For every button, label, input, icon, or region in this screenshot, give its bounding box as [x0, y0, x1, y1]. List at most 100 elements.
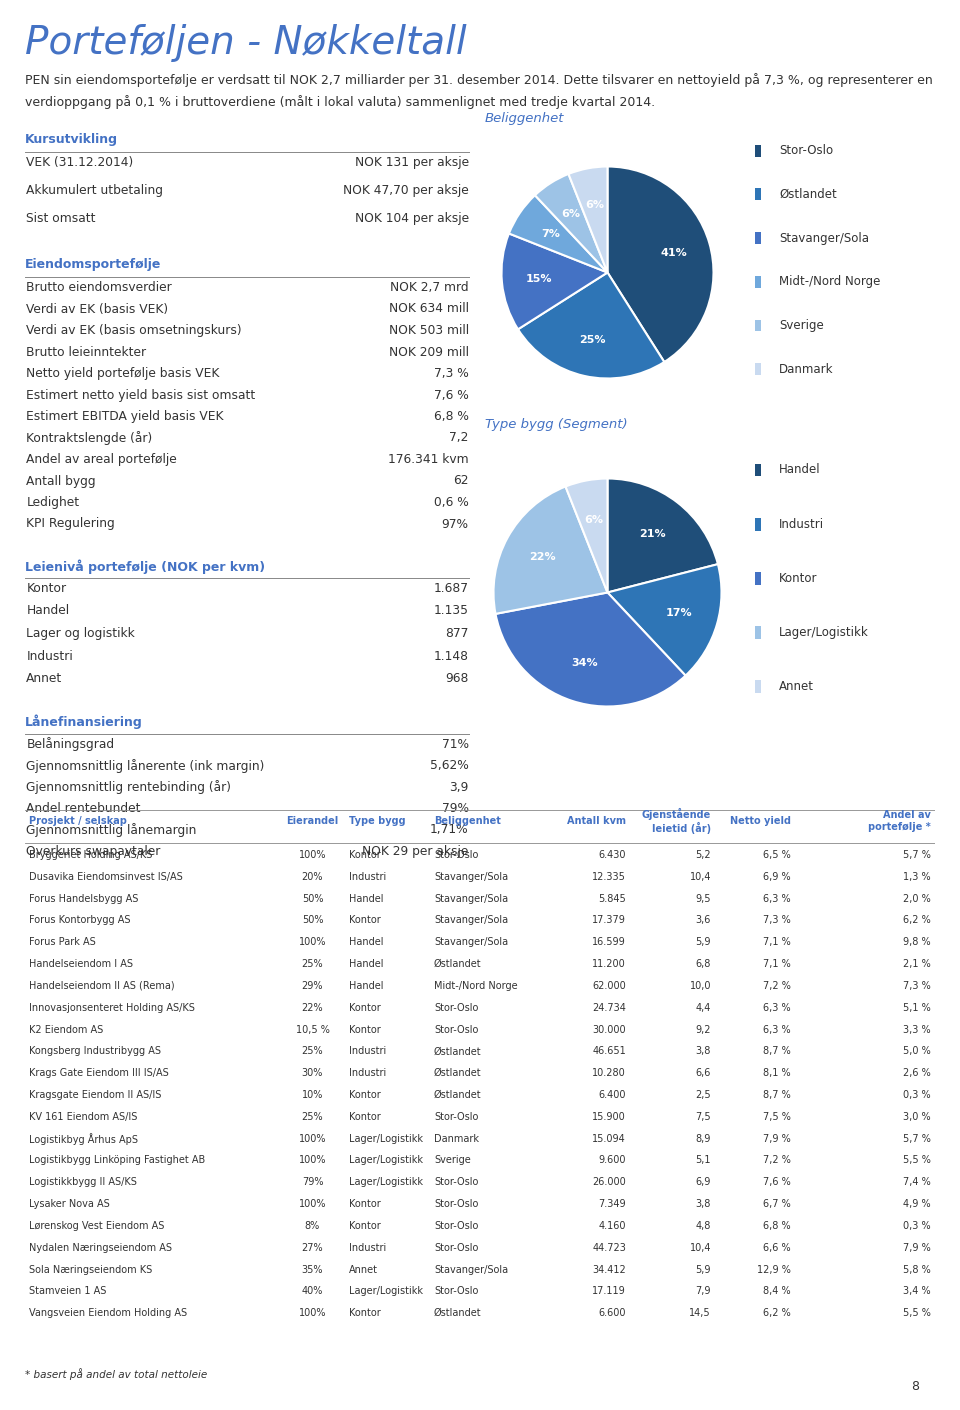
Text: 7,1 %: 7,1 %: [763, 938, 791, 948]
Text: 15.094: 15.094: [592, 1134, 626, 1144]
Text: Overkurs swapavtaler: Overkurs swapavtaler: [26, 845, 160, 859]
Text: 8,9: 8,9: [696, 1134, 711, 1144]
Text: 7.349: 7.349: [598, 1198, 626, 1210]
Text: Stavanger/Sola: Stavanger/Sola: [434, 1265, 508, 1275]
Text: Verdi av EK (basis omsetningskurs): Verdi av EK (basis omsetningskurs): [26, 324, 242, 337]
Text: 5,7 %: 5,7 %: [903, 850, 931, 860]
Text: Forus Park AS: Forus Park AS: [29, 938, 96, 948]
Text: Stor-Oslo: Stor-Oslo: [434, 1003, 478, 1012]
Text: Handelseiendom I AS: Handelseiendom I AS: [29, 959, 133, 969]
Text: 6,8 %: 6,8 %: [763, 1221, 791, 1231]
Text: Leienivå portefølje (NOK per kvm): Leienivå portefølje (NOK per kvm): [25, 558, 265, 574]
Text: Annet: Annet: [780, 680, 814, 694]
Text: 21%: 21%: [639, 529, 666, 539]
Text: 24.734: 24.734: [592, 1003, 626, 1012]
Text: Østlandet: Østlandet: [434, 1069, 482, 1079]
Text: 16.599: 16.599: [592, 938, 626, 948]
Text: 5,2: 5,2: [695, 850, 711, 860]
Text: 7%: 7%: [541, 228, 560, 238]
Text: Lånefinansiering: Lånefinansiering: [25, 715, 143, 729]
Text: 6,9 %: 6,9 %: [763, 871, 791, 881]
Wedge shape: [518, 272, 664, 378]
Text: NOK 29 per aksje: NOK 29 per aksje: [362, 845, 468, 859]
Wedge shape: [608, 478, 718, 592]
Wedge shape: [565, 478, 608, 592]
Text: NOK 47,70 per aksje: NOK 47,70 per aksje: [343, 183, 468, 197]
Text: Kontor: Kontor: [349, 915, 381, 925]
Text: 10,5 %: 10,5 %: [296, 1025, 329, 1035]
Text: Stamveien 1 AS: Stamveien 1 AS: [29, 1286, 107, 1296]
Bar: [755, 145, 761, 157]
Text: Handel: Handel: [349, 981, 383, 991]
Bar: [755, 626, 761, 639]
Text: 7,9: 7,9: [695, 1286, 711, 1296]
Text: 79%: 79%: [442, 802, 468, 815]
Text: 29%: 29%: [301, 981, 324, 991]
Text: Handel: Handel: [26, 605, 69, 618]
Text: Forus Handelsbygg AS: Forus Handelsbygg AS: [29, 894, 138, 904]
Text: Andel av areal portefølje: Andel av areal portefølje: [26, 453, 177, 465]
Text: Logistikbyg Århus ApS: Logistikbyg Århus ApS: [29, 1132, 138, 1145]
Text: Industri: Industri: [349, 1069, 386, 1079]
Text: Gjennomsnittlig rentebinding (år): Gjennomsnittlig rentebinding (år): [26, 781, 231, 794]
Text: 6,8: 6,8: [696, 959, 711, 969]
Text: 6.400: 6.400: [598, 1090, 626, 1100]
Bar: [755, 572, 761, 585]
Text: Beliggenhet: Beliggenhet: [485, 113, 564, 125]
Text: 100%: 100%: [299, 1308, 326, 1318]
Text: KPI Regulering: KPI Regulering: [26, 517, 115, 530]
Text: 6.600: 6.600: [598, 1308, 626, 1318]
Text: Handel: Handel: [349, 894, 383, 904]
Bar: [755, 320, 761, 331]
Text: 7,3 %: 7,3 %: [434, 367, 468, 381]
Text: Stavanger/Sola: Stavanger/Sola: [434, 938, 508, 948]
Wedge shape: [501, 234, 608, 330]
Text: 7,2 %: 7,2 %: [763, 981, 791, 991]
Text: 10.280: 10.280: [592, 1069, 626, 1079]
Text: 1.148: 1.148: [434, 650, 468, 663]
Text: 34%: 34%: [571, 658, 598, 668]
Bar: [755, 364, 761, 375]
Text: Kontor: Kontor: [349, 1308, 381, 1318]
Text: Industri: Industri: [349, 871, 386, 881]
Text: 7,2 %: 7,2 %: [763, 1155, 791, 1166]
Text: 9,8 %: 9,8 %: [903, 938, 931, 948]
Text: Stor-Oslo: Stor-Oslo: [434, 850, 478, 860]
Text: 1.687: 1.687: [434, 582, 468, 595]
Text: 8,4 %: 8,4 %: [763, 1286, 791, 1296]
Text: 30%: 30%: [301, 1069, 324, 1079]
Text: 6,8 %: 6,8 %: [434, 410, 468, 423]
Text: 40%: 40%: [301, 1286, 324, 1296]
Text: Brutto leieinntekter: Brutto leieinntekter: [26, 345, 147, 358]
Text: 3,8: 3,8: [696, 1046, 711, 1056]
Text: Kontor: Kontor: [349, 1003, 381, 1012]
Text: Kontor: Kontor: [349, 1090, 381, 1100]
Text: 6%: 6%: [561, 209, 580, 220]
Text: 9,5: 9,5: [695, 894, 711, 904]
Text: 5,7 %: 5,7 %: [903, 1134, 931, 1144]
Text: 176.341 kvm: 176.341 kvm: [388, 453, 468, 465]
Text: 100%: 100%: [299, 1198, 326, 1210]
Text: 25%: 25%: [301, 959, 324, 969]
Text: 22%: 22%: [529, 551, 556, 561]
Wedge shape: [509, 195, 608, 272]
Text: 15.900: 15.900: [592, 1112, 626, 1122]
Text: Netto yield portefølje basis VEK: Netto yield portefølje basis VEK: [26, 367, 220, 381]
Text: Netto yield: Netto yield: [730, 816, 791, 826]
Text: 25%: 25%: [579, 334, 606, 344]
Text: 11.200: 11.200: [592, 959, 626, 969]
Text: 3,0 %: 3,0 %: [903, 1112, 931, 1122]
Text: Ledighet: Ledighet: [26, 496, 80, 509]
Text: 44.723: 44.723: [592, 1242, 626, 1252]
Text: * basert på andel av total nettoleie: * basert på andel av total nettoleie: [25, 1368, 207, 1380]
Text: 27%: 27%: [301, 1242, 324, 1252]
Text: 6,7 %: 6,7 %: [763, 1198, 791, 1210]
Bar: [755, 276, 761, 288]
Text: Logistikkbygg II AS/KS: Logistikkbygg II AS/KS: [29, 1177, 137, 1187]
Text: Estimert EBITDA yield basis VEK: Estimert EBITDA yield basis VEK: [26, 410, 224, 423]
Text: Antall bygg: Antall bygg: [26, 475, 96, 488]
Text: 25%: 25%: [301, 1046, 324, 1056]
Text: 6%: 6%: [584, 515, 603, 525]
Text: 5.845: 5.845: [598, 894, 626, 904]
Text: 6,9: 6,9: [696, 1177, 711, 1187]
